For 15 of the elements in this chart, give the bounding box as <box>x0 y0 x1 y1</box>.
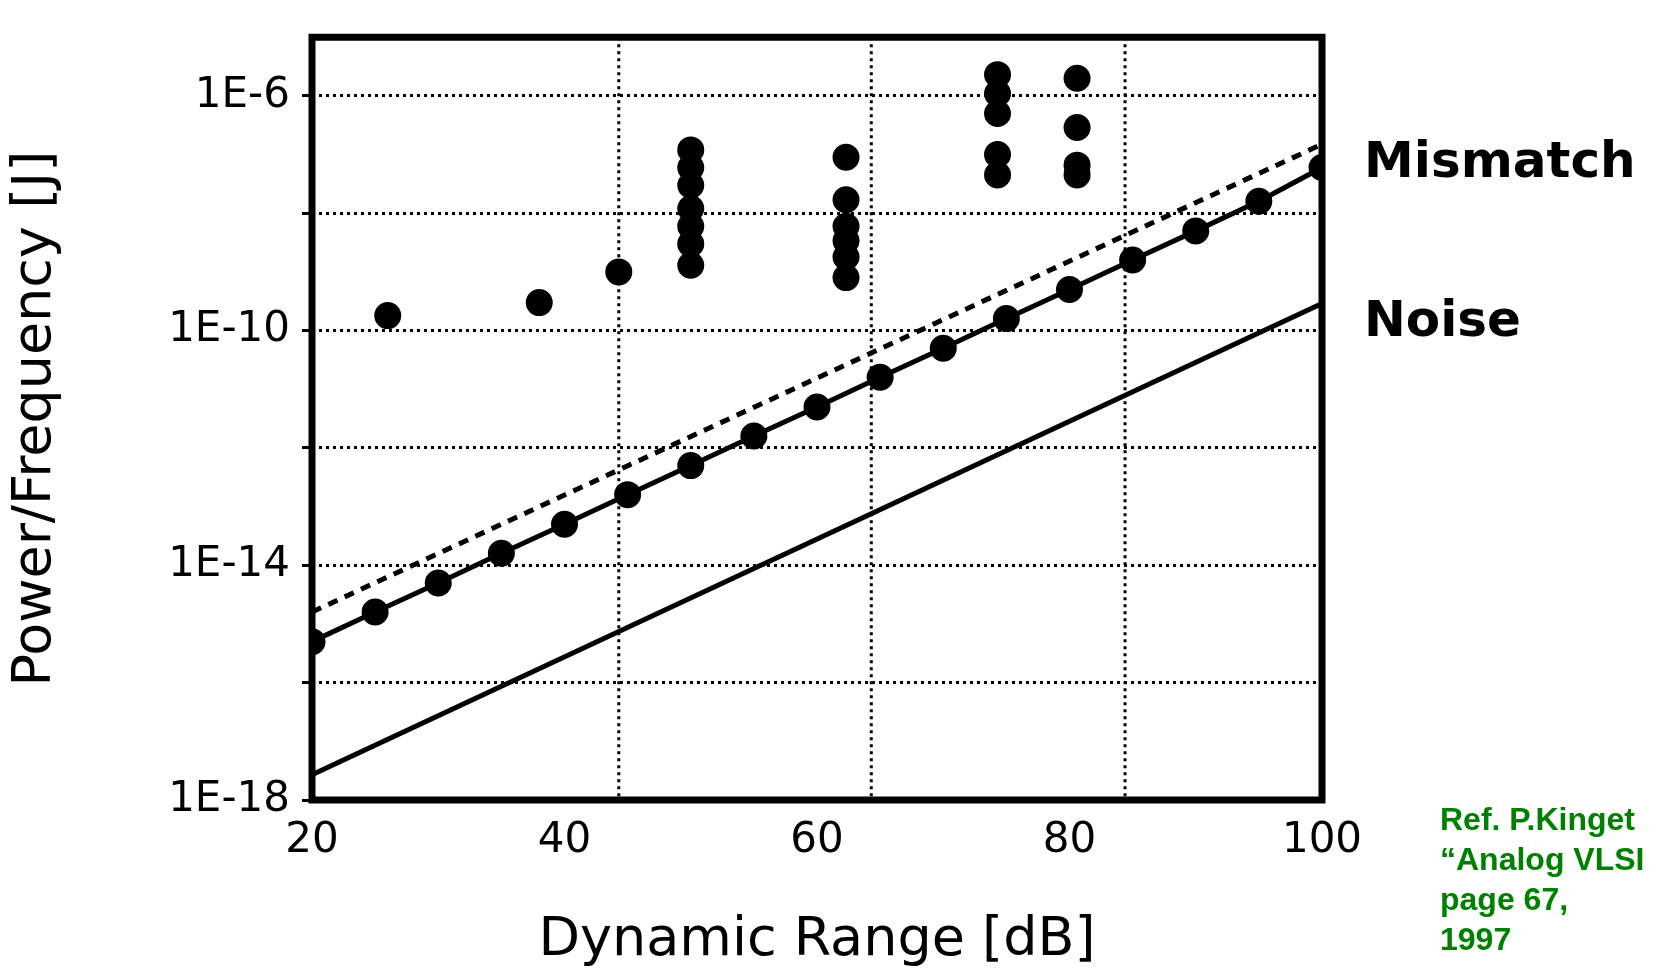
y-tick-label: 1E-14 <box>168 537 290 587</box>
series-label: Mismatch <box>1364 131 1636 190</box>
x-tick-label: 80 <box>1042 813 1097 863</box>
series-label: Noise <box>1364 290 1522 349</box>
text: page 67, <box>1440 880 1569 917</box>
y-tick-label: 1E-6 <box>194 67 290 117</box>
x-tick-label: 40 <box>537 813 592 863</box>
x-tick-label: 100 <box>1281 813 1363 863</box>
x-axis-title: Dynamic Range [dB] <box>538 904 1096 968</box>
text: “Analog VLSI <box>1440 840 1645 877</box>
text: Ref. P.Kinget <box>1440 800 1636 837</box>
x-tick-label: 60 <box>790 813 844 863</box>
y-tick-label: 1E-10 <box>168 302 290 352</box>
y-axis-title: Power/Frequency [J] <box>0 150 64 687</box>
text: 1997 <box>1440 920 1512 957</box>
